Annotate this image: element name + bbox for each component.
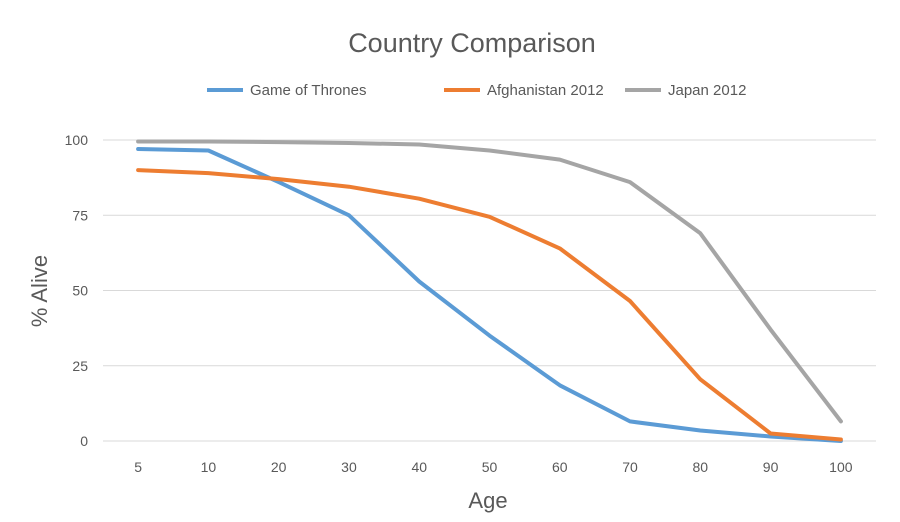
x-tick-label: 50 [482,459,498,475]
legend-label-0: Game of Thrones [250,82,366,99]
x-tick-label: 5 [134,459,142,475]
gridlines [103,139,876,442]
x-tick-label: 20 [271,459,287,475]
legend: Game of Thrones Afghanistan 2012 Japan 201… [207,82,746,99]
y-axis-ticks: 0 25 50 75 100 [65,132,89,449]
series-line-1 [136,168,843,442]
x-axis-ticks: 5 10 20 30 40 50 60 70 80 90 100 [134,459,853,475]
x-axis-label: Age [468,488,507,513]
x-tick-label: 60 [552,459,568,475]
x-tick-label: 80 [693,459,709,475]
series-line-2 [136,139,843,424]
y-tick-label: 25 [72,358,88,374]
legend-label-1: Afghanistan 2012 [487,82,604,99]
x-tick-label: 100 [829,459,853,475]
series-line-0 [136,147,843,443]
series-lines [136,139,843,443]
legend-label-2: Japan 2012 [668,82,746,99]
x-tick-label: 70 [622,459,638,475]
chart-title: Country Comparison [348,28,596,58]
y-tick-label: 50 [72,283,88,299]
y-tick-label: 75 [72,207,88,223]
y-tick-label: 0 [80,433,88,449]
y-tick-label: 100 [65,132,89,148]
y-axis-label: % Alive [27,255,52,327]
x-tick-label: 30 [341,459,357,475]
x-tick-label: 90 [763,459,779,475]
x-tick-label: 40 [411,459,427,475]
x-tick-label: 10 [201,459,217,475]
